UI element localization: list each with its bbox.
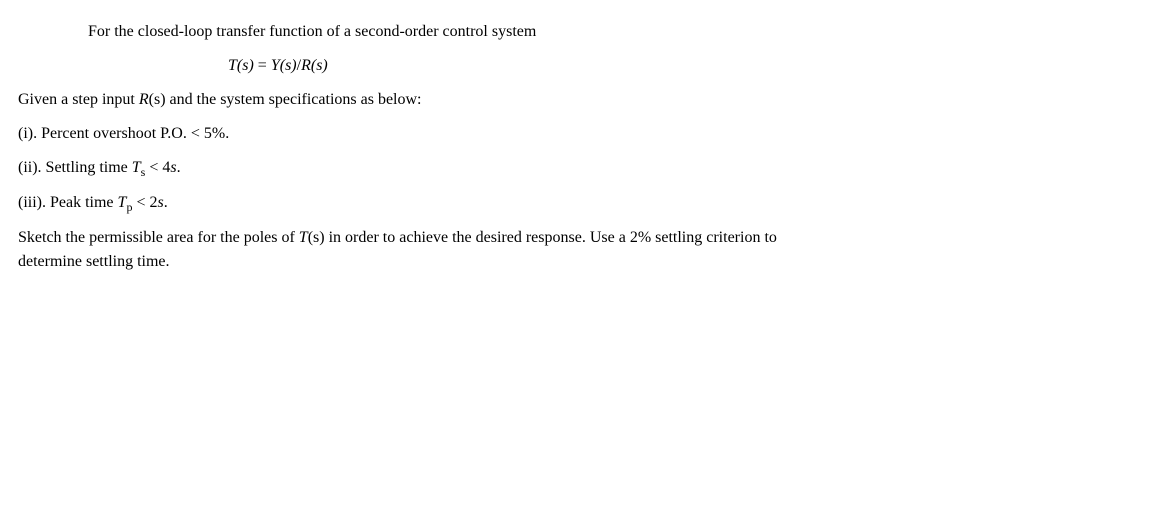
given-R: R	[139, 91, 149, 108]
final-T-arg: (s)	[308, 229, 325, 246]
spec3-a: (iii). Peak time	[18, 194, 118, 211]
spec-3: (iii). Peak time Tp < 2s.	[18, 191, 818, 216]
eq-Y: Y	[271, 57, 280, 74]
eq-T: T	[228, 57, 237, 74]
spec-1: (i). Percent overshoot P.O. < 5%.	[18, 122, 818, 146]
given-text-2: and the system specifications as below:	[166, 91, 422, 108]
eq-Y-arg: (s)	[280, 57, 297, 74]
spec2-a: (ii). Settling time	[18, 159, 132, 176]
problem-content: For the closed-loop transfer function of…	[18, 20, 818, 274]
eq-equals: =	[254, 57, 271, 74]
eq-T-arg: (s)	[237, 57, 254, 74]
intro-text: For the closed-loop transfer function of…	[88, 20, 818, 44]
final-line: Sketch the permissible area for the pole…	[18, 226, 818, 274]
given-R-arg: (s)	[149, 91, 166, 108]
spec3-dot: .	[164, 194, 168, 211]
given-line: Given a step input R(s) and the system s…	[18, 88, 818, 112]
spec2-dot: .	[177, 159, 181, 176]
spec2-b: < 4	[145, 159, 170, 176]
final-1: Sketch the permissible area for the pole…	[18, 229, 299, 246]
spec3-b: < 2	[132, 194, 157, 211]
eq-R-arg: (s)	[311, 57, 328, 74]
eq-R: R	[301, 57, 311, 74]
spec2-T: T	[132, 159, 141, 176]
spec-2: (ii). Settling time Ts < 4s.	[18, 156, 818, 181]
given-text-1: Given a step input	[18, 91, 139, 108]
final-T: T	[299, 229, 308, 246]
equation: T(s) = Y(s)/R(s)	[228, 54, 818, 78]
